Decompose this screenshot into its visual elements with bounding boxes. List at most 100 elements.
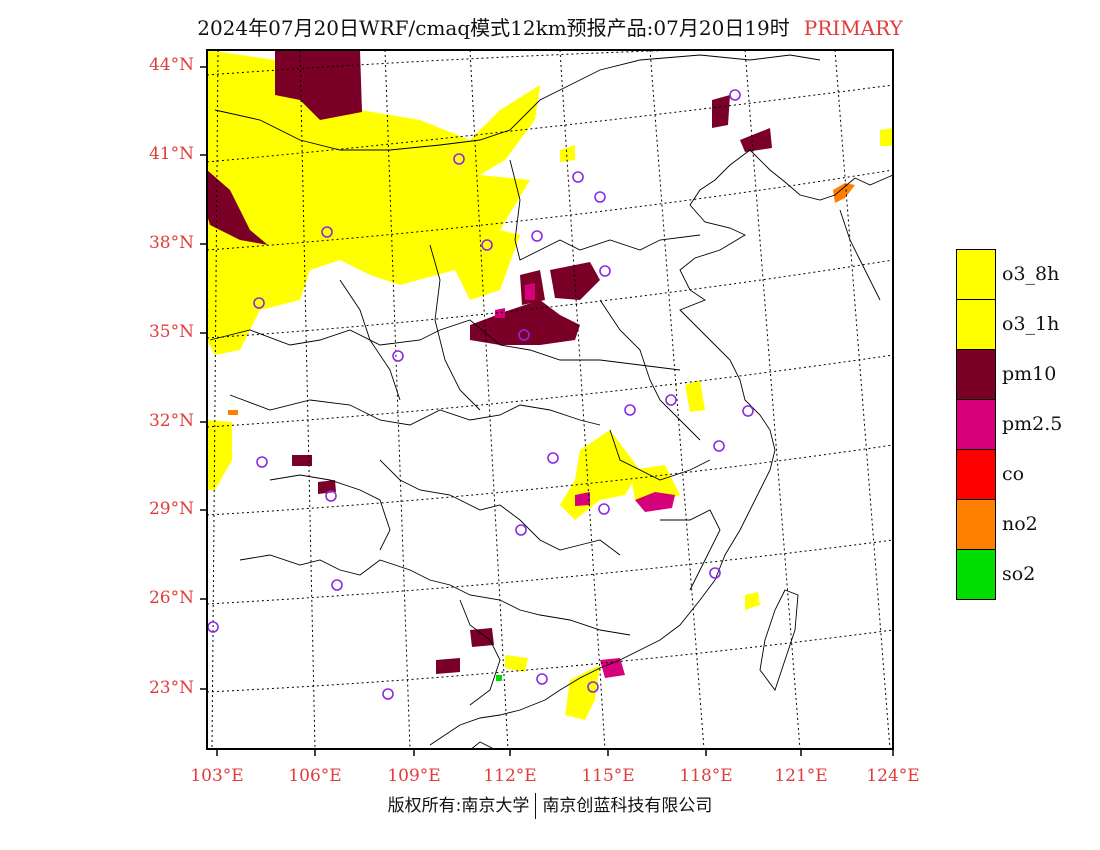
o3-west-strip <box>207 420 232 490</box>
o3-ne-1 <box>880 128 893 146</box>
province-border-9 <box>609 429 711 481</box>
province-border-6 <box>429 244 481 411</box>
map-title: 2024年07月20日WRF/cmaq模式12km预报产品:07月20日19时 P… <box>0 12 1100 41</box>
north-o3-region <box>207 50 540 355</box>
legend-label: pm10 <box>1002 363 1057 385</box>
legend-label: no2 <box>1002 513 1038 535</box>
station-marker <box>481 239 493 251</box>
pm10-gx <box>436 658 460 674</box>
legend-label: pm2.5 <box>1002 413 1063 435</box>
station-marker <box>598 503 610 515</box>
tick-marks <box>200 66 894 756</box>
province-border-8 <box>599 299 701 441</box>
map-layers <box>207 50 893 749</box>
copyright-left: 版权所有:南京大学 <box>387 796 530 816</box>
pm10-west <box>207 170 268 245</box>
province-border-4 <box>239 554 631 636</box>
legend-swatch <box>956 449 996 500</box>
station-marker <box>599 265 611 277</box>
station-marker <box>594 191 606 203</box>
pm10-areas <box>207 50 772 674</box>
station-marker <box>392 350 404 362</box>
lat-label-29: 29°N <box>148 499 194 519</box>
station-marker <box>256 456 268 468</box>
lat-label-38: 38°N <box>148 233 194 253</box>
pm10-inner-mongolia <box>275 50 362 120</box>
station-marker <box>331 579 343 591</box>
lat-label-32: 32°N <box>148 411 194 431</box>
o3-south-2 <box>505 655 528 672</box>
station-marker <box>547 452 559 464</box>
parallel-29 <box>207 444 893 516</box>
meridian-118 <box>649 50 705 749</box>
o3-coast-1 <box>685 380 705 412</box>
legend-label: co <box>1002 463 1025 485</box>
legend-label: o3_1h <box>1002 313 1060 335</box>
pm10-central-plain <box>470 300 580 345</box>
pm25-hb <box>525 283 535 300</box>
province-border-7 <box>509 159 701 261</box>
o3-beijing <box>560 145 575 162</box>
legend-label: so2 <box>1002 563 1036 585</box>
legend-swatch <box>956 299 996 350</box>
station-marker <box>665 394 677 406</box>
no2-areas <box>228 183 855 415</box>
station-marker <box>515 524 527 536</box>
lon-label-115: 115°E <box>581 766 635 786</box>
lon-label-124: 124°E <box>866 766 920 786</box>
title-main: 2024年07月20日WRF/cmaq模式12km预报产品:07月20日19时 <box>197 16 790 40</box>
parallel-32 <box>207 354 893 428</box>
korea-border <box>839 209 881 301</box>
province-border-13 <box>459 599 501 706</box>
legend-swatch <box>956 249 996 300</box>
meridian-115 <box>559 50 606 749</box>
station-marker <box>729 89 741 101</box>
station-marker <box>587 681 599 693</box>
lon-label-109: 109°E <box>387 766 441 786</box>
province-border-5 <box>379 459 621 556</box>
legend-swatch <box>956 549 996 600</box>
legend-swatch <box>956 399 996 450</box>
copyright-footer: 版权所有:南京大学 南京创蓝科技有限公司 <box>0 791 1100 819</box>
no2-west <box>228 410 238 415</box>
lon-label-121: 121°E <box>774 766 828 786</box>
o3-fujian <box>745 592 760 610</box>
lon-label-103: 103°E <box>190 766 244 786</box>
footer-divider <box>535 793 537 819</box>
hainan <box>470 741 493 749</box>
pm10-jl <box>712 95 730 128</box>
copyright-right: 南京创蓝科技有限公司 <box>542 796 713 816</box>
coastline <box>429 149 893 746</box>
station-marker <box>325 490 337 502</box>
pm25-hunan <box>575 492 590 506</box>
taiwan <box>759 589 799 691</box>
station-marker <box>531 230 543 242</box>
meridian-103 <box>211 50 219 749</box>
station-marker <box>624 404 636 416</box>
province-border-12 <box>660 509 721 591</box>
station-marker <box>572 171 584 183</box>
station-marker <box>713 440 725 452</box>
pm10-gx2 <box>470 628 494 647</box>
pm25-jiangxi <box>635 492 675 512</box>
province-border-2 <box>209 319 681 371</box>
meridian-106 <box>299 50 316 749</box>
legend-label: o3_8h <box>1002 263 1060 285</box>
boundaries <box>209 54 893 749</box>
pm25-areas <box>495 283 675 678</box>
station-marker <box>709 567 721 579</box>
province-border-11 <box>269 474 391 551</box>
meridian-112 <box>469 50 509 749</box>
station-marker <box>742 405 754 417</box>
graticule <box>207 50 893 749</box>
pm10-ln <box>740 128 772 152</box>
station-marker <box>253 297 265 309</box>
station-marker <box>536 673 548 685</box>
lat-label-35: 35°N <box>148 322 194 342</box>
legend-swatch <box>956 499 996 550</box>
pm25-henan <box>495 308 505 318</box>
station-markers <box>207 89 754 700</box>
meridian-109 <box>384 50 411 749</box>
pm10-hubei <box>292 455 312 466</box>
o3-south-1 <box>565 665 600 720</box>
